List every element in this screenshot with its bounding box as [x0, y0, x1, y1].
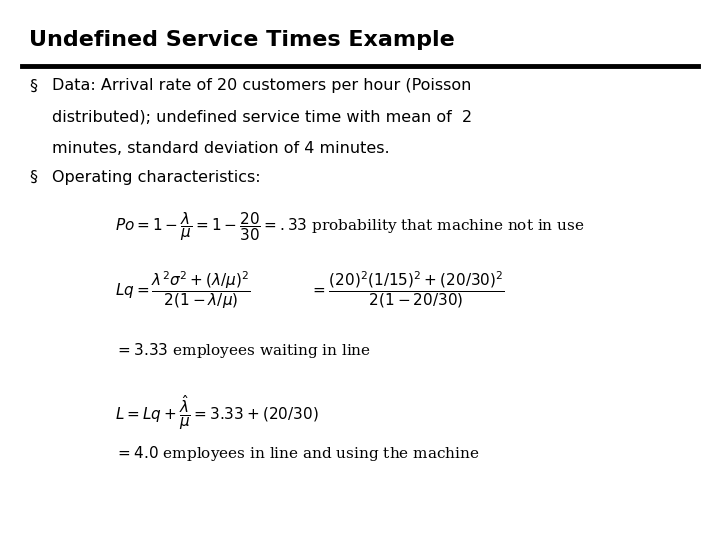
Text: $Lq=\dfrac{\lambda^2\sigma^2+(\lambda/\mu)^2}{2(1-\lambda/\mu)}$: $Lq=\dfrac{\lambda^2\sigma^2+(\lambda/\m… — [115, 270, 251, 312]
Text: $Po=1-\dfrac{\lambda}{\mu}=1-\dfrac{20}{30}=.33$ probability that machine not in: $Po=1-\dfrac{\lambda}{\mu}=1-\dfrac{20}{… — [115, 211, 585, 244]
Text: minutes, standard deviation of 4 minutes.: minutes, standard deviation of 4 minutes… — [52, 141, 390, 156]
Text: Undefined Service Times Example: Undefined Service Times Example — [29, 30, 454, 50]
Text: §: § — [29, 170, 37, 185]
Text: Operating characteristics:: Operating characteristics: — [52, 170, 261, 185]
Text: $= 4.0$ employees in line and using the machine: $= 4.0$ employees in line and using the … — [115, 444, 480, 463]
Text: §: § — [29, 78, 37, 93]
Text: Data: Arrival rate of 20 customers per hour (Poisson: Data: Arrival rate of 20 customers per h… — [52, 78, 471, 93]
Text: $= 3.33$ employees waiting in line: $= 3.33$ employees waiting in line — [115, 341, 372, 360]
Text: distributed); undefined service time with mean of  2: distributed); undefined service time wit… — [52, 110, 472, 125]
Text: $L=Lq+\dfrac{\hat{\lambda}}{\mu}=3.33+(20/30)$: $L=Lq+\dfrac{\hat{\lambda}}{\mu}=3.33+(2… — [115, 393, 319, 432]
Text: $=\dfrac{(20)^2(1/15)^2+(20/30)^2}{2(1-20/30)}$: $=\dfrac{(20)^2(1/15)^2+(20/30)^2}{2(1-2… — [310, 270, 505, 310]
